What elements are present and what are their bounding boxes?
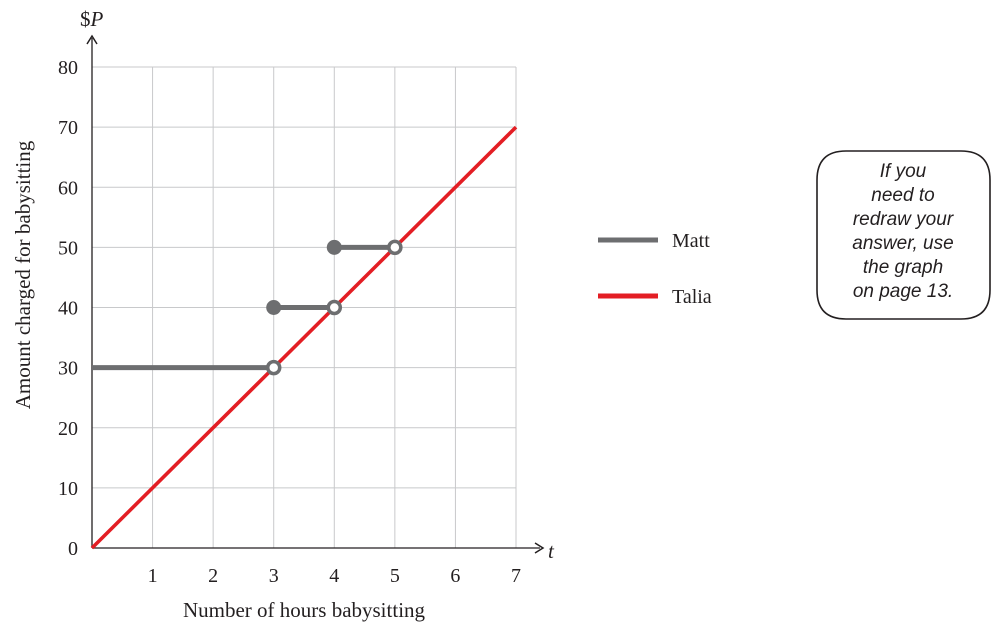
x-tick-label: 1 (148, 565, 158, 587)
y-tick-label: 20 (58, 418, 78, 440)
note-line: redraw your (852, 209, 954, 230)
matt-closed-point (326, 239, 342, 255)
y-tick-label: 40 (58, 298, 78, 320)
note-line: answer, use (852, 233, 954, 254)
y-tick-label: 30 (58, 358, 78, 380)
note-line: the graph (862, 257, 944, 278)
note-callout: If you need to redraw your answer, use t… (816, 150, 992, 320)
y-tick-label: 80 (58, 57, 78, 79)
y-axis-arrow (86, 34, 98, 45)
x-axis-title: Number of hours babysitting (183, 598, 426, 622)
series-layer (90, 125, 518, 550)
x-tick-label: 2 (208, 565, 218, 587)
x-tick-label: 7 (511, 565, 521, 587)
matt-open-point (326, 299, 343, 316)
note-line: on page 13. (852, 281, 954, 302)
matt-open-point (387, 239, 403, 256)
matt-closed-point (266, 300, 282, 315)
x-tick-label: 4 (329, 565, 339, 587)
note-frame (816, 150, 991, 320)
y-tick-label: 0 (68, 538, 78, 560)
y-axis-title: Amount charged for babysitting (11, 140, 35, 409)
y-tick-label: 50 (58, 237, 78, 259)
y-axis-symbol: $P (80, 7, 104, 31)
x-axis-arrow (534, 542, 545, 554)
grid (92, 66, 517, 548)
y-tick-label: 10 (58, 478, 78, 500)
y-tick-label: 70 (58, 117, 78, 139)
matt-open-point (265, 359, 282, 376)
x-tick-label: 5 (390, 565, 400, 587)
talia-line (90, 125, 518, 550)
y-tick-label: 60 (58, 177, 78, 199)
legend: Matt Talia (598, 230, 712, 308)
legend-label-talia: Talia (672, 286, 712, 308)
note-line: need to (871, 185, 935, 206)
note-line: If you (879, 161, 927, 182)
note-text: If you need to redraw your answer, use t… (822, 160, 984, 304)
axes (86, 34, 545, 554)
legend-label-matt: Matt (672, 230, 710, 252)
x-tick-label: 3 (269, 565, 279, 587)
x-axis-symbol: t (548, 539, 555, 563)
x-tick-label: 6 (450, 565, 460, 587)
